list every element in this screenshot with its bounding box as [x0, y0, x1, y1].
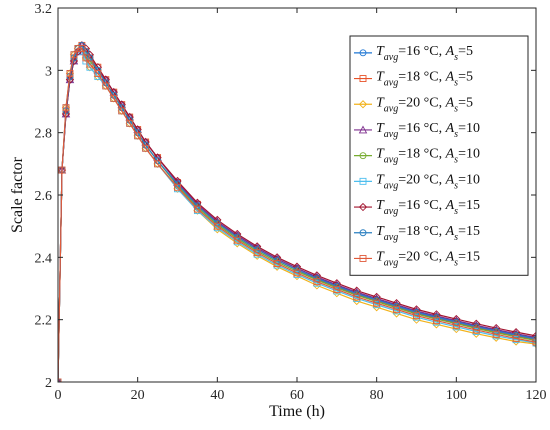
legend-swatch-marker [358, 125, 368, 134]
legend-label: Tavg=20 °C, As=5 [376, 95, 473, 114]
data-point [94, 69, 102, 77]
y-tick-label: 3 [45, 64, 52, 79]
legend-swatch-marker [358, 202, 368, 212]
x-tick-label: 40 [210, 388, 224, 403]
data-point [472, 326, 480, 334]
legend-label: Tavg=18 °C, As=5 [376, 70, 473, 89]
y-tick-label: 2.4 [35, 251, 53, 266]
data-point [531, 331, 536, 341]
x-axis-label: Time (h) [269, 403, 325, 420]
y-axis-label: Scale factor [9, 156, 26, 233]
legend-label: Tavg=20 °C, As=10 [376, 172, 480, 191]
legend-swatch-marker [359, 254, 367, 262]
data-point [126, 119, 134, 127]
y-tick-label: 2 [45, 376, 52, 391]
x-tick-label: 20 [131, 388, 145, 403]
data-point [110, 94, 118, 102]
data-point [93, 72, 102, 81]
data-point [86, 60, 94, 68]
data-point [393, 305, 401, 313]
legend: Tavg=16 °C, As=5 Tavg=18 °C, As=5 Tavg=20 … [349, 35, 529, 276]
legend-swatch-marker [359, 177, 367, 185]
data-point [512, 334, 520, 342]
axes: 0 20 40 60 80 100 120 2 2.2 2.4 2.6 2.8 3 3.2 Time (h)… [9, 2, 547, 420]
legend-entry: Tavg=16 °C, As=5 [354, 44, 473, 63]
data-point [233, 236, 241, 244]
data-point [66, 69, 74, 77]
data-point [62, 104, 70, 112]
legend-label: Tavg=18 °C, As=10 [376, 147, 480, 166]
data-point [102, 82, 110, 90]
data-point [70, 51, 78, 59]
legend-swatch-marker [359, 49, 367, 57]
data-point [213, 222, 221, 230]
data-point [333, 285, 341, 293]
data-point [142, 144, 150, 152]
x-tick-label: 100 [446, 388, 467, 403]
legend-entry: Tavg=18 °C, As=10 [354, 147, 480, 166]
data-point [58, 166, 66, 174]
data-point [273, 260, 281, 268]
legend-swatch-marker [359, 229, 367, 237]
data-point [253, 249, 261, 257]
legend-box [349, 35, 529, 276]
legend-entry: Tavg=16 °C, As=15 [354, 198, 480, 217]
legend-entry: Tavg=20 °C, As=10 [354, 172, 480, 191]
data-point [58, 377, 63, 382]
data-point [432, 317, 440, 325]
data-point [74, 45, 82, 52]
data-point [193, 205, 201, 213]
legend-entry: Tavg=16 °C, As=10 [354, 121, 480, 140]
data-point [118, 107, 126, 115]
y-tick-label: 2.6 [35, 189, 53, 204]
data-point [373, 299, 381, 307]
data-point [272, 262, 282, 271]
data-point [78, 45, 86, 52]
legend-entry: Tavg=18 °C, As=15 [354, 224, 480, 243]
data-point [532, 338, 536, 346]
legend-entry: Tavg=20 °C, As=15 [354, 249, 480, 268]
legend-label: Tavg=20 °C, As=15 [376, 249, 480, 268]
data-point [293, 269, 301, 277]
series-9 [58, 45, 536, 382]
data-point [174, 183, 181, 191]
data-point [413, 312, 420, 320]
data-point [82, 54, 90, 62]
y-tick-label: 2.8 [35, 127, 53, 142]
legend-label: Tavg=16 °C, As=5 [376, 44, 473, 63]
legend-swatch-marker [358, 100, 368, 109]
data-point [452, 321, 460, 329]
x-tick-label: 120 [526, 388, 547, 403]
x-tick-label: 0 [55, 388, 62, 403]
legend-swatch-marker [359, 75, 367, 83]
data-point [154, 160, 162, 168]
legend-entry: Tavg=18 °C, As=5 [354, 70, 473, 89]
data-point [134, 132, 142, 140]
x-tick-label: 60 [290, 388, 304, 403]
legend-swatch-marker [359, 152, 367, 160]
legend-label: Tavg=16 °C, As=15 [376, 198, 480, 217]
y-tick-label: 2.2 [35, 314, 53, 329]
data-point [492, 330, 500, 338]
legend-entry: Tavg=20 °C, As=5 [354, 95, 473, 114]
data-point [353, 293, 361, 301]
y-tick-label: 3.2 [35, 2, 53, 17]
data-point [313, 278, 321, 286]
x-tick-label: 80 [370, 388, 384, 403]
legend-label: Tavg=16 °C, As=10 [376, 121, 480, 140]
plot-area [58, 40, 536, 382]
legend-label: Tavg=18 °C, As=15 [376, 224, 480, 243]
